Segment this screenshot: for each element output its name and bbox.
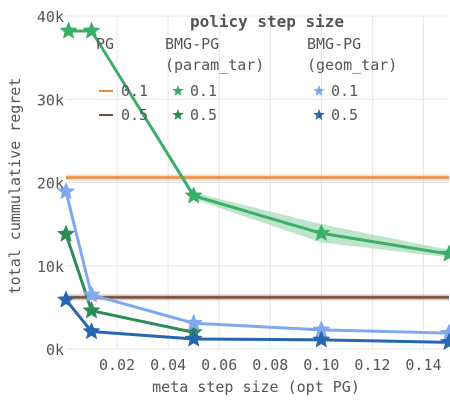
series-point-0-4 (439, 244, 450, 262)
x-tick-label: 0.10 (303, 356, 339, 374)
legend-label-pg-0.5: 0.5 (121, 106, 148, 124)
legend-star-1 (172, 109, 184, 120)
series-point-2-0 (56, 182, 76, 200)
series-point-3-1 (82, 321, 101, 340)
series-line-3 (64, 298, 450, 344)
legend-header-pg: PG (96, 35, 114, 53)
y-tick-label: 0k (46, 341, 64, 359)
series-point-3-2 (184, 329, 203, 347)
legend-header-bmg-geom: BMG-PG (307, 35, 361, 53)
x-tick-label: 0.06 (201, 356, 237, 374)
y-axis-label: total cummulative regret (6, 78, 24, 295)
x-tick-label: 0.14 (405, 356, 441, 374)
y-tick-labels: 0k 10k 20k 30k 40k (37, 8, 64, 359)
x-axis-label: meta step size (opt PG) (152, 378, 360, 396)
y-tick-label: 40k (37, 8, 64, 26)
series-point-0-2 (184, 186, 203, 204)
legend-label-geom-0.1: 0.1 (331, 82, 358, 100)
series-band-0 (68, 30, 449, 258)
legend-title: policy step size (190, 12, 344, 31)
series-point-3-4 (439, 332, 450, 351)
legend-subheader-param-tar: (param_tar) (165, 56, 264, 74)
x-tick-label: 0.02 (99, 356, 135, 374)
legend-star-3 (313, 109, 325, 120)
grid (66, 15, 449, 350)
x-tick-label: 0.04 (150, 356, 186, 374)
legend-subheader-geom-tar: (geom_tar) (307, 56, 397, 74)
y-tick-label: 20k (37, 175, 64, 193)
series-point-0-1 (82, 21, 101, 39)
legend-label-param-0.5: 0.5 (190, 106, 217, 124)
series-point-2-1 (82, 285, 101, 303)
series-point-2-2 (184, 313, 203, 332)
x-tick-label: 0.12 (354, 356, 390, 374)
y-tick-label: 10k (37, 258, 64, 276)
series-point-1-0 (56, 224, 76, 242)
legend-star-0 (172, 85, 184, 96)
x-tick-label: 0.08 (252, 356, 288, 374)
legend-label-param-0.1: 0.1 (190, 82, 217, 100)
legend: policy step size PG BMG-PG (param_tar) B… (96, 12, 397, 124)
series-point-0-3 (312, 223, 331, 242)
confidence-bands (68, 30, 449, 258)
legend-label-pg-0.1: 0.1 (121, 82, 148, 100)
x-tick-labels: 0.02 0.04 0.06 0.08 0.10 0.12 0.14 (99, 356, 442, 374)
series-point-3-0 (56, 290, 76, 308)
series-point-1-1 (82, 301, 101, 319)
legend-label-geom-0.5: 0.5 (331, 106, 358, 124)
baseline-lines (66, 174, 449, 301)
legend-header-bmg-param: BMG-PG (165, 35, 219, 53)
legend-star-markers (172, 85, 325, 120)
series-point-0-0 (59, 21, 78, 39)
series-point-3-3 (312, 330, 331, 348)
legend-star-2 (313, 85, 325, 96)
series-markers (56, 21, 450, 351)
y-tick-label: 30k (37, 91, 64, 109)
